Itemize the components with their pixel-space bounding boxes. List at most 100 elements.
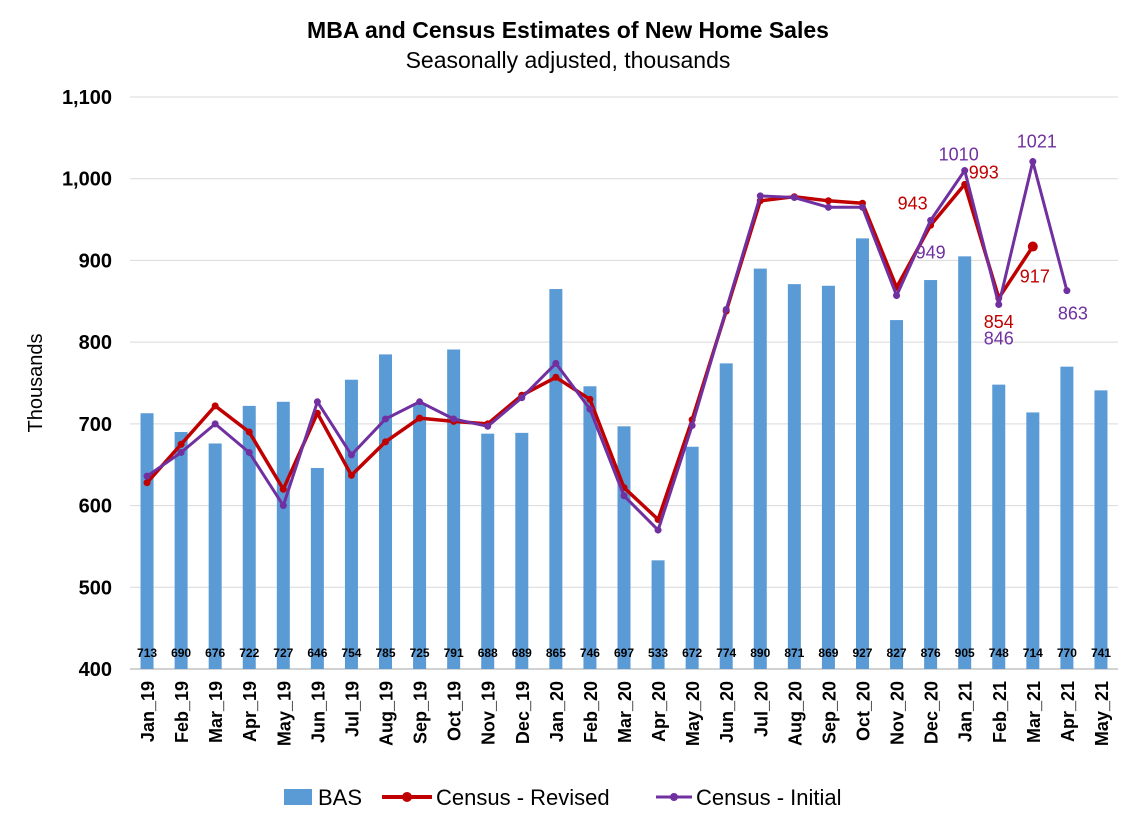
census-initial-point <box>279 502 287 510</box>
x-tick-label: Feb_19 <box>172 681 192 743</box>
census-initial-point <box>620 492 628 500</box>
bar <box>753 268 767 669</box>
bar-value-label: 727 <box>273 646 293 660</box>
bar-value-label: 754 <box>341 646 361 660</box>
bar <box>787 284 801 669</box>
x-tick-label: Feb_21 <box>990 681 1010 743</box>
census-initial-point <box>313 398 321 406</box>
x-tick-label: Nov_20 <box>888 681 908 745</box>
bar <box>617 426 631 669</box>
data-annotation: 993 <box>969 162 999 182</box>
x-tick-label: Dec_20 <box>922 681 942 744</box>
x-tick-label: Sep_19 <box>411 681 431 744</box>
x-tick-label: May_21 <box>1092 681 1112 746</box>
y-axis-label: Thousands <box>25 334 47 433</box>
bar-value-label: 791 <box>444 646 464 660</box>
x-tick-label: Jan_21 <box>956 681 976 742</box>
census-initial-point <box>893 292 901 300</box>
bar <box>719 363 733 669</box>
census-initial-point <box>654 526 662 534</box>
census-revised-point <box>245 428 253 436</box>
x-axis-ticks: Jan_19 Feb_19 Mar_19 Apr_19 May_19 Jun_19 Jul_… <box>138 681 1112 746</box>
data-annotation: 949 <box>916 242 946 262</box>
legend-marker-revised <box>402 792 412 802</box>
bar-value-label: 722 <box>239 646 259 660</box>
census-revised-point <box>824 197 832 205</box>
bar-data-labels: 713 690 676 722 727 646 754 785 725 791 688 689 865 7… <box>137 646 1111 660</box>
bar <box>855 238 869 669</box>
x-tick-label: Jun_20 <box>717 681 737 743</box>
census-initial-point <box>1029 158 1037 166</box>
x-tick-label: Aug_19 <box>377 681 397 746</box>
chart-subtitle: Seasonally adjusted, thousands <box>406 47 731 73</box>
census-initial-point <box>961 167 969 175</box>
x-tick-label: Dec_19 <box>513 681 533 744</box>
x-tick-label: May_19 <box>274 681 294 746</box>
legend: BAS Census - Revised Census - Initial <box>284 785 842 810</box>
y-tick-label: 400 <box>79 659 112 681</box>
x-tick-label: Mar_20 <box>615 681 635 743</box>
bar <box>821 285 835 669</box>
legend-label-revised: Census - Revised <box>436 785 610 810</box>
x-tick-label: Sep_20 <box>819 681 839 744</box>
bar <box>549 289 563 669</box>
y-tick-label: 700 <box>79 414 112 436</box>
bar <box>208 443 222 669</box>
census-initial-point <box>382 415 390 423</box>
y-tick-label: 1,000 <box>62 169 112 191</box>
bar-value-label: 688 <box>478 646 498 660</box>
census-initial-point <box>790 194 798 202</box>
census-initial-point <box>177 448 185 456</box>
x-tick-label: Oct_20 <box>854 681 874 741</box>
census-revised-point <box>211 402 219 410</box>
bar-value-label: 876 <box>921 646 941 660</box>
y-tick-label: 1,100 <box>62 87 112 109</box>
census-revised-point <box>279 485 287 493</box>
census-revised-point <box>586 395 594 403</box>
bar <box>413 403 427 669</box>
bar-value-label: 905 <box>955 646 975 660</box>
bar <box>310 467 324 669</box>
census-initial-line <box>146 160 1069 532</box>
bar <box>515 432 529 669</box>
census-initial-point <box>995 301 1003 309</box>
bar-value-label: 714 <box>1023 646 1043 660</box>
bar <box>1060 366 1074 669</box>
census-initial-point <box>450 415 458 423</box>
x-tick-label: Apr_20 <box>649 681 669 742</box>
bar-value-label: 748 <box>989 646 1009 660</box>
bar <box>992 384 1006 669</box>
x-tick-label: Jul_19 <box>342 681 362 737</box>
bar-value-label: 713 <box>137 646 157 660</box>
legend-swatch-bas <box>284 789 312 805</box>
bar-value-label: 785 <box>376 646 396 660</box>
bar-value-label: 689 <box>512 646 532 660</box>
census-revised-point <box>177 440 185 448</box>
census-initial-point <box>722 305 730 313</box>
x-tick-label: Apr_21 <box>1058 681 1078 742</box>
data-annotation: 943 <box>898 193 928 213</box>
bar-value-label: 871 <box>784 646 804 660</box>
bar <box>344 379 358 669</box>
bar <box>583 386 597 669</box>
data-annotation: 863 <box>1058 304 1088 324</box>
data-annotation: 1021 <box>1017 132 1057 152</box>
census-initial-point <box>1063 287 1071 295</box>
bar <box>685 446 699 669</box>
census-revised-point <box>143 479 151 487</box>
bar <box>1026 412 1040 669</box>
y-tick-label: 600 <box>79 496 112 518</box>
bar-value-label: 690 <box>171 646 191 660</box>
data-annotation: 854 <box>984 312 1014 332</box>
census-revised-point <box>416 414 424 422</box>
annotations: 943 993 854 917 949 1010 846 1021 863 <box>898 132 1088 349</box>
gridlines <box>130 96 1118 670</box>
census-initial-point <box>143 472 151 480</box>
bar <box>276 401 290 669</box>
legend-label-bas: BAS <box>318 785 362 810</box>
y-tick-label: 800 <box>79 332 112 354</box>
bar-value-label: 676 <box>205 646 225 660</box>
census-revised-point <box>347 471 355 479</box>
chart-title: MBA and Census Estimates of New Home Sal… <box>307 17 829 43</box>
census-initial-point <box>586 405 594 413</box>
